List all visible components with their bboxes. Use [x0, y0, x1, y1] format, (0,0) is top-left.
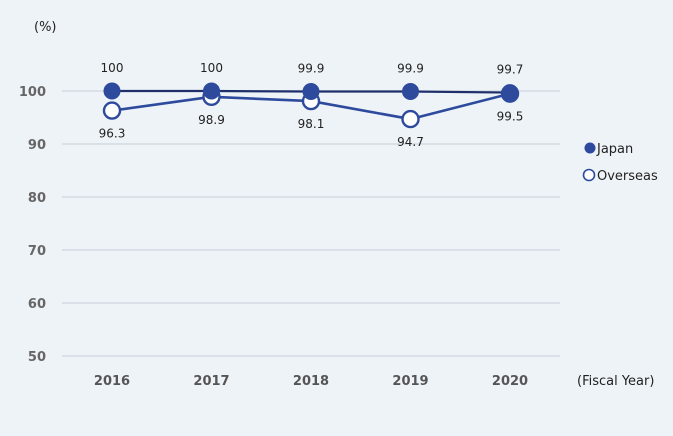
legend-marker-overseas [582, 168, 596, 182]
data-point-japan [501, 84, 519, 102]
legend-label-overseas: Overseas [597, 169, 658, 184]
data-labels: 100 100 99.9 99.9 99.7 96.3 98.9 98.1 94.7 99.5 [99, 61, 524, 149]
x-tick-label: 2018 [293, 374, 329, 389]
data-label-japan: 99.9 [298, 62, 325, 76]
y-tick-label: 70 [28, 244, 46, 259]
x-tick-label: 2017 [193, 374, 229, 389]
y-tick-label: 80 [28, 191, 46, 206]
y-axis-label: (%) [34, 20, 57, 35]
x-axis-label: (Fiscal Year) [577, 374, 654, 389]
y-tick-label: 60 [28, 297, 46, 312]
x-axis-ticks: 2016 2017 2018 2019 2020 [94, 374, 528, 389]
data-label-overseas: 96.3 [99, 127, 126, 141]
data-label-overseas: 98.9 [198, 113, 225, 127]
legend-marker-japan [584, 142, 596, 154]
data-label-overseas: 99.5 [497, 110, 524, 124]
x-tick-label: 2020 [492, 374, 528, 389]
x-tick-label: 2019 [392, 374, 428, 389]
data-point-japan [302, 83, 320, 101]
legend-label-japan: Japan [596, 142, 633, 157]
legend-item-japan: Japan [584, 142, 633, 157]
data-point-overseas [401, 109, 420, 129]
y-axis-ticks: 50 60 70 80 90 100 [19, 85, 46, 365]
x-tick-label: 2016 [94, 374, 130, 389]
data-label-japan: 100 [200, 61, 223, 75]
data-label-overseas: 98.1 [298, 117, 325, 131]
series-markers [102, 82, 520, 129]
data-label-japan: 100 [101, 61, 124, 75]
y-tick-label: 50 [28, 350, 46, 365]
data-point-overseas [102, 101, 122, 120]
y-tick-label: 100 [19, 85, 46, 100]
data-label-overseas: 94.7 [397, 135, 424, 149]
data-point-japan [203, 82, 220, 100]
y-tick-label: 90 [28, 138, 46, 153]
legend: Japan Overseas [582, 142, 658, 184]
data-label-japan: 99.7 [497, 63, 524, 77]
data-point-japan [402, 83, 419, 101]
data-label-japan: 99.9 [397, 62, 424, 76]
data-point-japan [103, 82, 121, 100]
legend-item-overseas: Overseas [582, 168, 658, 184]
